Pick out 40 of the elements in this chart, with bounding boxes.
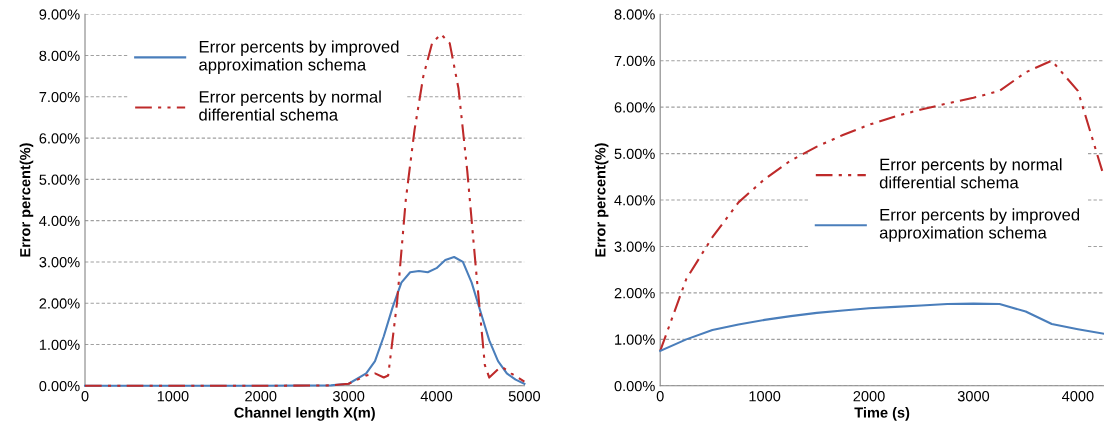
x-tick-label: 4000: [1062, 391, 1094, 402]
line-series: [659, 59, 1104, 353]
y-tick-label: 3.00%: [614, 241, 655, 252]
y-tick-label: 4.00%: [39, 215, 80, 227]
y-tick-label: 8.00%: [39, 50, 80, 61]
y-tick-label: 7.00%: [614, 55, 655, 67]
y-tick-label: 9.00%: [39, 9, 80, 20]
x-tick-label: 3000: [957, 391, 990, 402]
y-axis-title: Error percent(%): [19, 143, 34, 257]
x-tick-label: 0: [656, 391, 664, 402]
y-tick-label: 7.00%: [39, 91, 80, 103]
y-tick-label: 2.00%: [614, 288, 655, 299]
legend-label: Error percents by normal differential schema: [879, 158, 1062, 189]
x-tick-label: 1000: [749, 391, 781, 402]
y-axis-title: Error percent(%): [594, 143, 609, 257]
y-tick-label: 8.00%: [614, 9, 655, 20]
x-tick-label: 2000: [853, 391, 885, 402]
legend-label: Error percents by improved approximation schema: [199, 40, 399, 74]
x-tick-label: 3000: [332, 391, 365, 402]
y-tick-label: 2.00%: [39, 298, 80, 309]
x-tick-label: 5000: [508, 391, 541, 402]
y-tick-label: 1.00%: [39, 339, 80, 350]
y-tick-label: 6.00%: [39, 133, 80, 144]
y-tick-label: 4.00%: [614, 195, 655, 206]
y-tick-label: 0.00%: [614, 380, 655, 392]
y-tick-label: 0.00%: [39, 380, 80, 392]
x-tick-label: 0: [81, 391, 89, 402]
x-tick-label: 4000: [420, 391, 453, 402]
legend-label: Error percents by normal differential schema: [199, 90, 381, 121]
y-tick-label: 5.00%: [39, 174, 80, 185]
x-axis-title: Time (s): [854, 407, 910, 421]
y-tick-label: 5.00%: [614, 148, 655, 160]
y-tick-label: 6.00%: [614, 102, 655, 113]
x-axis-title: Channel length X(m): [234, 407, 375, 421]
legend-label: Error percents by improved approximation schema: [879, 208, 1080, 242]
x-tick-label: 1000: [157, 391, 189, 402]
x-tick-label: 2000: [245, 391, 277, 402]
y-tick-label: 1.00%: [615, 334, 655, 345]
y-tick-label: 3.00%: [39, 257, 80, 268]
line-series: [659, 302, 1104, 353]
